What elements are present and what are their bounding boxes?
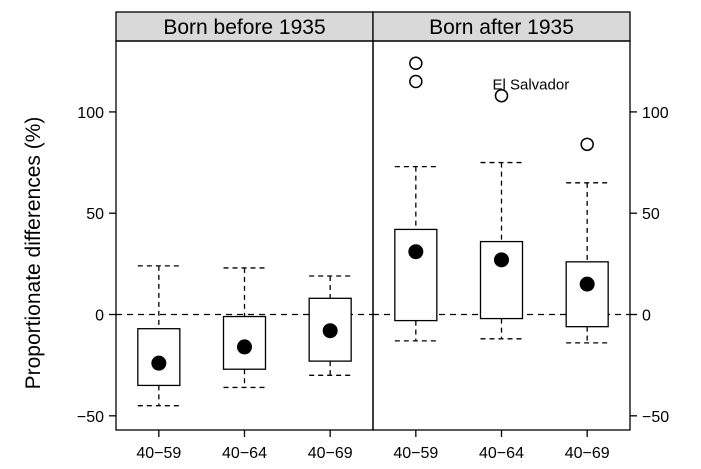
box xyxy=(394,228,438,322)
median-dot xyxy=(408,244,424,260)
x-axis: 40−59 40−64 40−69 40−59 40−64 40−69 xyxy=(136,430,610,462)
y-axis-title: Proportionate differences (%) xyxy=(22,117,45,390)
panel-strip xyxy=(372,11,631,42)
x-tick-label: 40−69 xyxy=(565,445,610,462)
y-tick-label: 0 xyxy=(642,308,651,325)
y-tick-label: −50 xyxy=(77,409,104,426)
y-tick-label: 100 xyxy=(77,105,104,122)
median-dot xyxy=(494,252,509,268)
x-tick-label: 40−69 xyxy=(308,445,353,462)
x-tick-label: 40−59 xyxy=(393,445,438,462)
panels xyxy=(115,40,631,431)
y-tick-label: 50 xyxy=(86,206,104,223)
median-dot xyxy=(237,339,252,355)
x-tick-label: 40−64 xyxy=(479,445,524,462)
median-dot xyxy=(579,276,595,292)
outlier-point xyxy=(580,137,594,152)
annotations: El Salvador xyxy=(493,77,570,94)
outlier-point xyxy=(494,88,509,103)
median-dot xyxy=(151,355,167,371)
panel-title: Born after 1935 xyxy=(429,16,574,39)
x-tick-label: 40−64 xyxy=(222,445,267,462)
x-tick-label: 40−59 xyxy=(136,445,181,462)
outlier-point xyxy=(409,56,423,71)
y-tick-label: 50 xyxy=(642,206,660,223)
y-tick-label: −50 xyxy=(642,409,669,426)
y-tick-label: 100 xyxy=(642,105,669,122)
panel-title: Born before 1935 xyxy=(163,16,325,39)
median-dot xyxy=(322,323,338,339)
box xyxy=(565,261,609,328)
box-marks xyxy=(137,56,609,407)
y-axis-left: −50 0 50 100 xyxy=(77,105,116,426)
y-axis-right: −50 0 50 100 xyxy=(630,105,669,426)
annotation-label: El Salvador xyxy=(493,77,570,94)
panel-strips: Born before 1935 Born after 1935 xyxy=(115,11,631,42)
y-tick-label: 0 xyxy=(95,308,104,325)
outlier-point xyxy=(409,74,423,89)
panel-strip xyxy=(115,11,374,42)
